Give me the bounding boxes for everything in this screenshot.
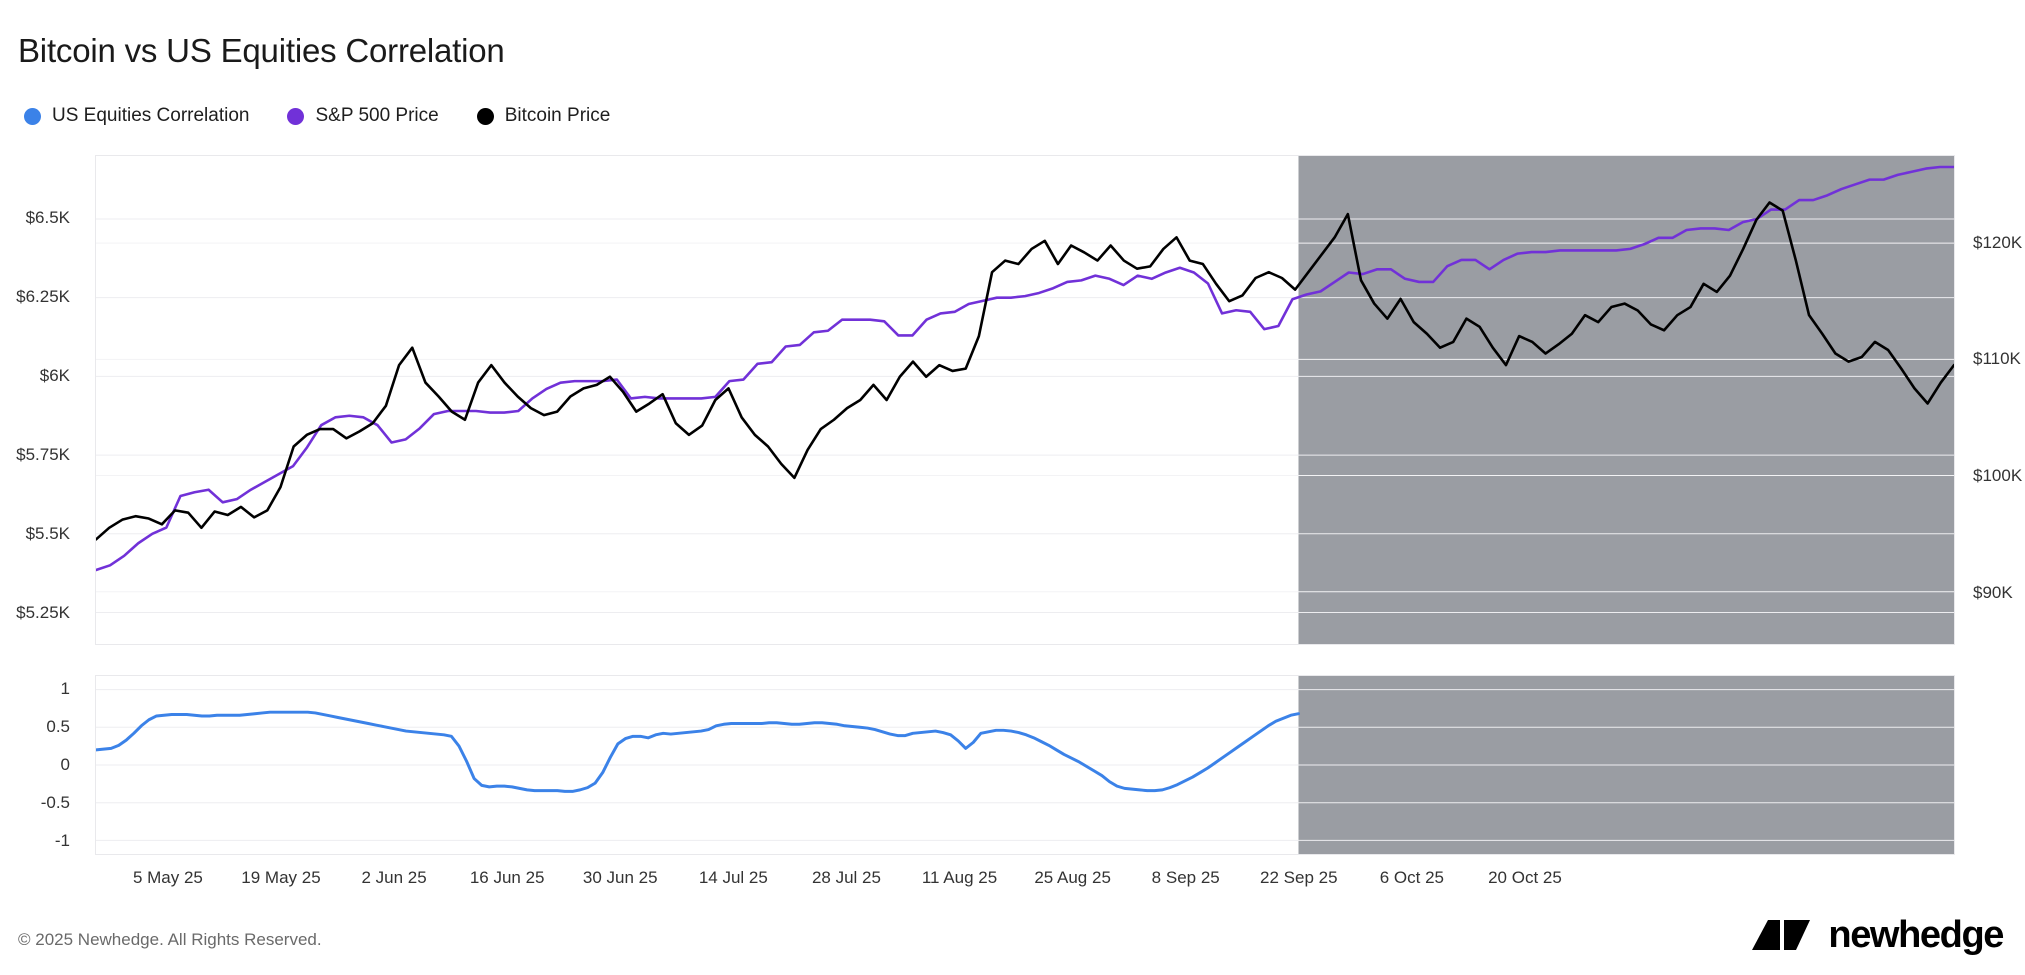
circle-marker-icon [24, 107, 41, 125]
sp500-axis-tick: $5.5K [25, 524, 70, 544]
legend-item-label: Bitcoin Price [504, 105, 611, 126]
bitcoin-axis-tick: $120K [1973, 232, 2023, 252]
bitcoin-axis-tick: $90K [1973, 582, 2013, 602]
forecast-shading-region [1298, 156, 1954, 644]
left-axis-correlation: 1 0.5 0 -0.5 -1 [0, 675, 82, 855]
series-line-s-p-500-price [96, 165, 1954, 572]
sp500-axis-tick: $6.25K [16, 287, 70, 307]
newhedge-wordmark: newhedge [1828, 914, 2004, 956]
legend-item-label: S&P 500 Price [315, 105, 439, 126]
x-axis-tick: 5 May 25 [132, 868, 203, 887]
newhedge-mark-icon [1752, 920, 1811, 950]
x-axis-tick: 16 Jun 25 [469, 868, 545, 887]
bitcoin-axis-tick: $110K [1973, 349, 2021, 369]
series-line-us-equities-correlation [96, 710, 1300, 793]
correlation-axis-tick: 1 [60, 678, 70, 698]
legend-item-label: US Equities Correlation [52, 105, 250, 126]
x-axis-tick: 28 Jul 25 [811, 868, 881, 887]
correlation-chart-canvas [96, 676, 1954, 854]
page-title: Bitcoin vs US Equities Correlation [18, 32, 505, 69]
circle-marker-icon [476, 107, 494, 125]
price-chart-panel[interactable] [95, 155, 1955, 645]
correlation-axis-tick: 0.5 [46, 716, 70, 736]
x-axis-tick: 14 Jul 25 [698, 868, 768, 887]
sp500-axis-tick: $5.25K [16, 603, 70, 623]
copyright-text: © 2025 Newhedge. All Rights Reserved. [18, 930, 322, 949]
x-axis-tick: 11 Aug 25 [921, 868, 998, 887]
x-axis-tick: 8 Sep 25 [1151, 868, 1220, 887]
correlation-axis-tick: -1 [54, 831, 70, 851]
x-axis-tick: 20 Oct 25 [1488, 868, 1562, 887]
circle-marker-icon [287, 107, 305, 125]
correlation-chart-panel[interactable] [95, 675, 1955, 855]
newhedge-logo: newhedge [1752, 914, 2004, 956]
legend-item-2[interactable]: Bitcoin Price [476, 103, 611, 129]
sp500-axis-tick: $6.5K [25, 208, 70, 228]
series-line-bitcoin-price [96, 201, 1954, 541]
x-axis-tick: 22 Sep 25 [1260, 868, 1338, 887]
x-axis-tick: 25 Aug 25 [1034, 868, 1111, 887]
right-axis-bitcoin: $120K $110K $100K $90K [1963, 155, 2025, 645]
chart-legend: US Equities Correlation S&P 500 Price Bitc… [24, 103, 610, 129]
sp500-axis-tick: $6K [39, 366, 70, 386]
sp500-axis-tick: $5.75K [16, 445, 70, 465]
x-axis-dates: 5 May 25 19 May 25 2 Jun 25 16 Jun 25 30 Jun… [95, 868, 1955, 894]
legend-item-1[interactable]: S&P 500 Price [287, 103, 439, 129]
x-axis-tick: 30 Jun 25 [582, 868, 658, 887]
correlation-axis-tick: -0.5 [40, 793, 70, 813]
legend-item-0[interactable]: US Equities Correlation [24, 103, 249, 129]
x-axis-tick: 6 Oct 25 [1379, 868, 1445, 887]
price-chart-canvas [96, 156, 1954, 644]
bitcoin-axis-tick: $100K [1973, 465, 2023, 485]
x-axis-tick: 19 May 25 [241, 868, 321, 887]
left-axis-sp500: $6.5K $6.25K $6K $5.75K $5.5K $5.25K [0, 155, 82, 645]
correlation-axis-tick: 0 [60, 755, 70, 774]
x-axis-tick: 2 Jun 25 [361, 868, 427, 887]
